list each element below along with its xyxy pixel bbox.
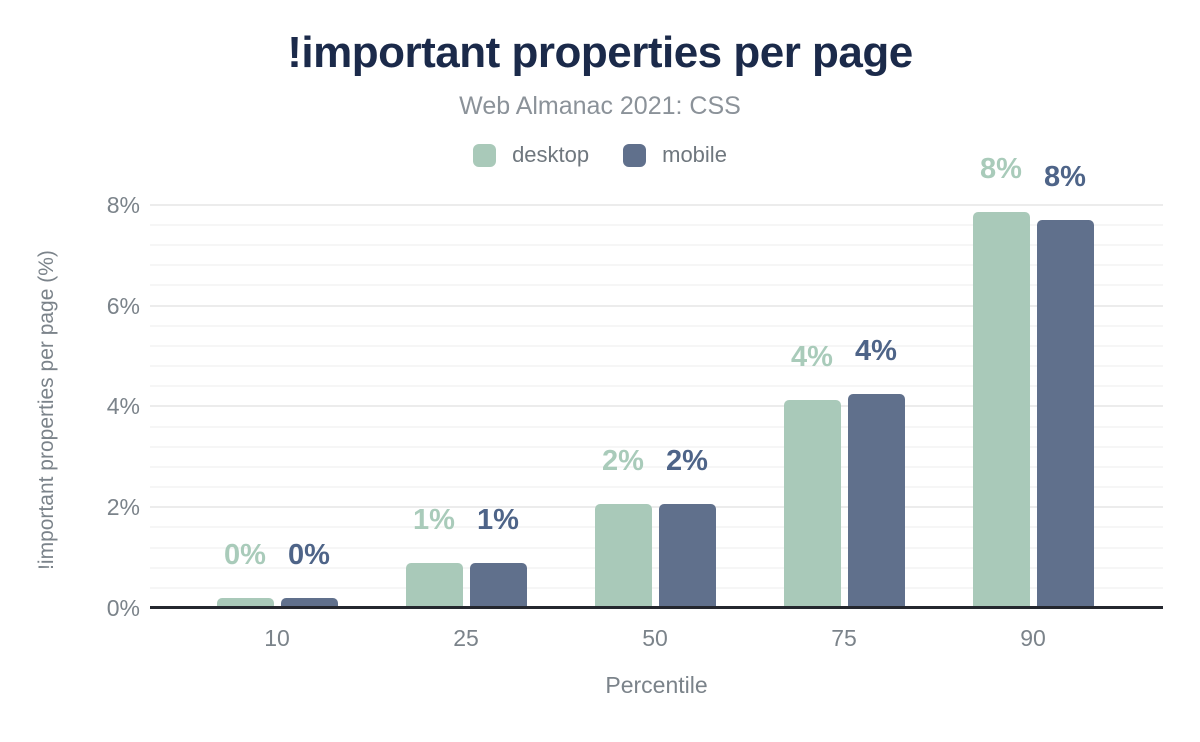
minor-gridline (150, 344, 1163, 347)
major-gridline (150, 405, 1163, 408)
x-tick-label: 50 (642, 625, 668, 651)
legend-item-mobile: mobile (623, 142, 727, 168)
plot-area: 0% 0% 10 1% 1% 25 2% 2% 50 4% 4% 75 8% 8% 90 (150, 153, 1163, 651)
minor-gridline (150, 324, 1163, 327)
x-tick-label: 25 (453, 625, 479, 651)
mobile-bar-value-label: 1% (477, 503, 519, 536)
minor-gridline (150, 445, 1163, 448)
desktop-bar-value-label: 1% (413, 503, 455, 536)
minor-gridline (150, 284, 1163, 287)
minor-gridline (150, 223, 1163, 226)
minor-gridline (150, 566, 1163, 569)
minor-gridline (150, 425, 1163, 428)
legend-label-mobile: mobile (662, 142, 727, 167)
major-gridline (150, 304, 1163, 307)
mobile-bar (1036, 219, 1094, 608)
y-tick-label: 0% (106, 595, 140, 621)
mobile-bar (280, 597, 338, 608)
legend: desktop mobile (0, 142, 1200, 168)
mobile-swatch-icon (623, 143, 647, 167)
chart-title: !important properties per page (287, 28, 913, 77)
x-axis-title: Percentile (605, 672, 708, 698)
desktop-bar-value-label: 8% (980, 152, 1022, 185)
x-tick-label: 75 (831, 625, 857, 651)
mobile-bar (469, 562, 527, 608)
legend-item-desktop: desktop (473, 142, 589, 168)
desktop-swatch-icon (473, 143, 497, 167)
x-tick-label: 10 (264, 625, 290, 651)
minor-gridline (150, 526, 1163, 529)
desktop-bar (405, 562, 463, 608)
desktop-bar (783, 400, 841, 608)
y-tick-label: 4% (106, 393, 140, 420)
x-tick-label: 90 (1020, 625, 1046, 651)
desktop-bar (594, 503, 652, 608)
y-tick-label: 6% (106, 292, 140, 319)
mobile-bar-value-label: 2% (666, 444, 708, 477)
mobile-bar-value-label: 0% (288, 539, 330, 572)
y-tick-label: 2% (106, 494, 140, 521)
mobile-bar-value-label: 8% (1044, 161, 1086, 194)
minor-gridline (150, 244, 1163, 247)
minor-gridline (150, 264, 1163, 267)
mobile-bar-value-label: 4% (855, 334, 897, 367)
minor-gridline (150, 486, 1163, 489)
minor-gridline (150, 465, 1163, 468)
major-gridline (150, 506, 1163, 509)
minor-gridline (150, 546, 1163, 549)
desktop-bar-value-label: 4% (791, 341, 833, 374)
mobile-bar (847, 393, 905, 608)
chart-subtitle: Web Almanac 2021: CSS (459, 92, 741, 120)
minor-gridline (150, 586, 1163, 589)
mobile-bar (658, 503, 716, 608)
y-axis-ticks: 0% 2% 4% 6% 8% (0, 191, 140, 620)
desktop-bar (216, 597, 274, 608)
desktop-bar (972, 211, 1030, 608)
minor-gridline (150, 365, 1163, 368)
x-axis-line (150, 606, 1163, 609)
minor-gridline (150, 385, 1163, 388)
y-tick-label: 8% (106, 191, 140, 218)
legend-label-desktop: desktop (512, 142, 590, 167)
desktop-bar-value-label: 2% (602, 444, 644, 477)
major-gridline (150, 203, 1163, 206)
desktop-bar-value-label: 0% (224, 539, 266, 572)
